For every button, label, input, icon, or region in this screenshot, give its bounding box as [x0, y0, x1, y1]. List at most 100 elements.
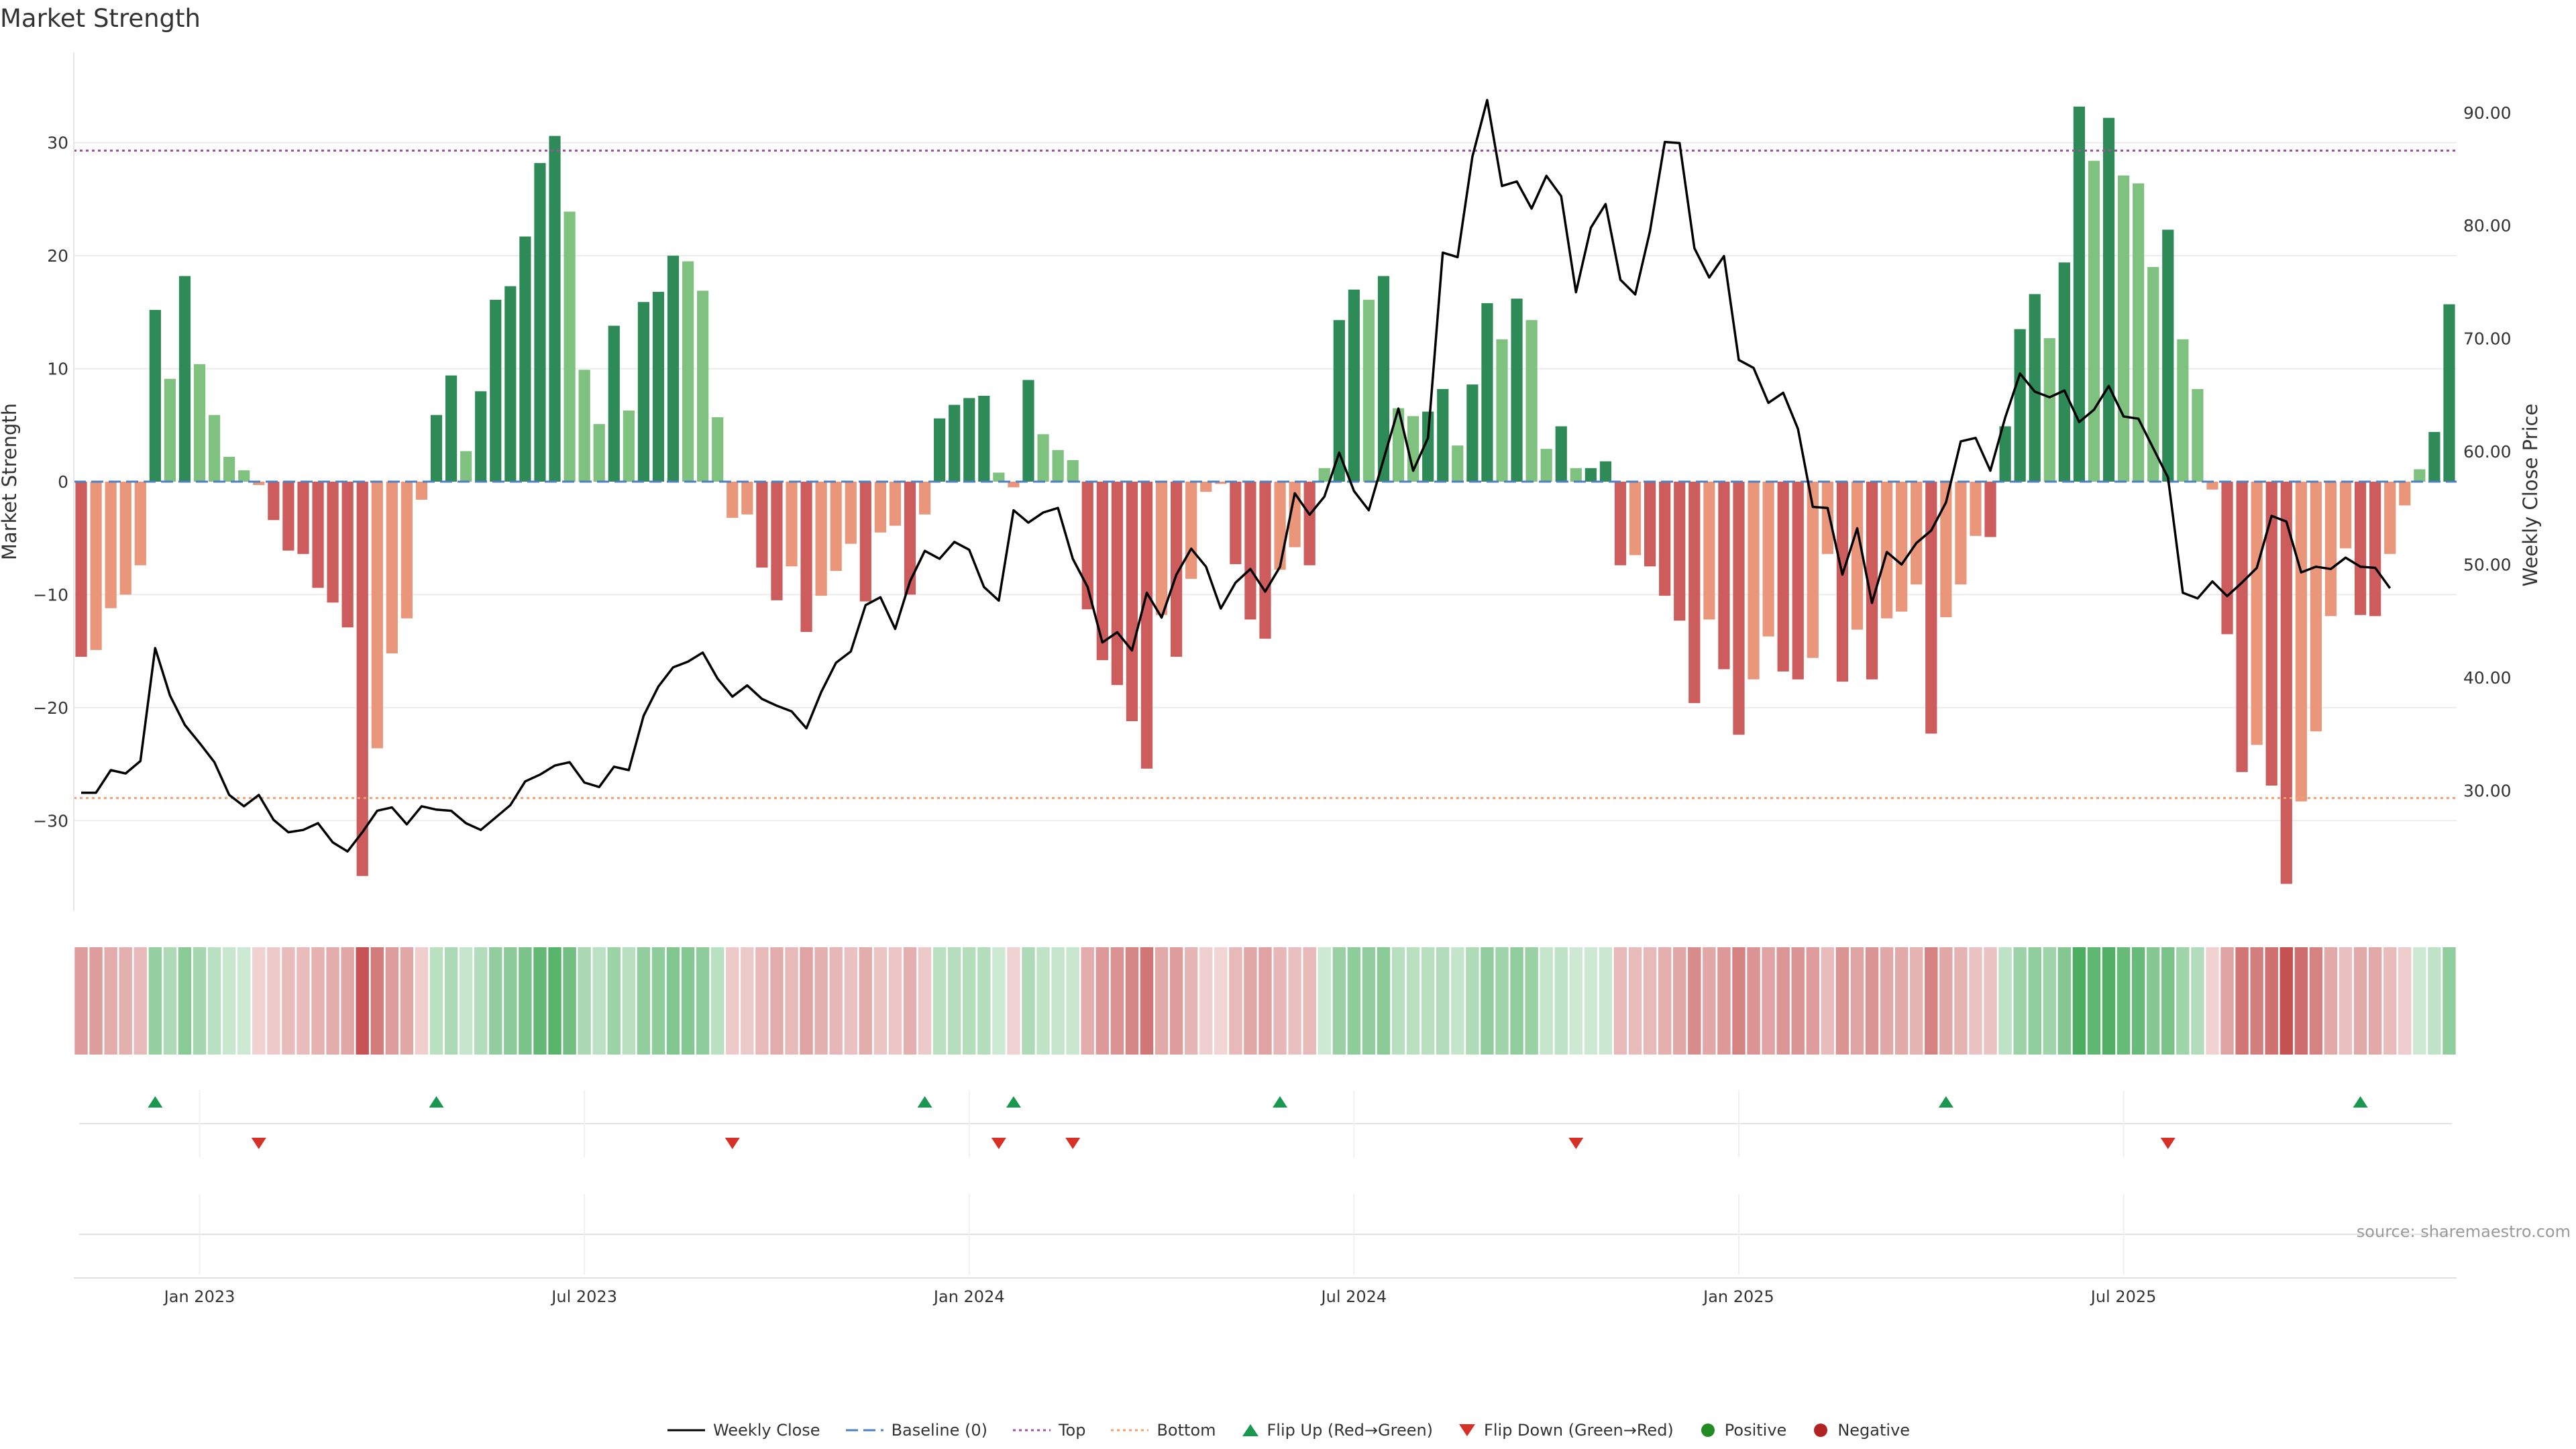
heatmap-cell [1169, 947, 1183, 1055]
strength-bar [1807, 482, 1819, 658]
heatmap-cell [297, 947, 310, 1055]
strength-bar [1348, 289, 1360, 482]
heatmap-cell [696, 947, 710, 1055]
heatmap-cell [2057, 947, 2072, 1055]
strength-bar [608, 325, 620, 482]
flip-down-marker [1065, 1138, 1081, 1149]
legend-negative-label: Negative [1837, 1421, 1911, 1440]
strength-bar [75, 482, 87, 657]
legend-negative: Negative [1811, 1421, 1910, 1440]
strength-bar [1362, 299, 1375, 482]
y-right-tick-label: 60.00 [2463, 442, 2512, 462]
strength-bar [1215, 482, 1227, 484]
strength-bar [1911, 482, 1923, 585]
strength-bar [934, 418, 946, 482]
heatmap-cell [489, 947, 502, 1055]
strength-bar [490, 299, 502, 482]
heatmap-cell [992, 947, 1006, 1055]
heatmap-cell [504, 947, 517, 1055]
heatmap-cell [1584, 947, 1598, 1055]
heatmap-cell [829, 947, 843, 1055]
heatmap-cell [252, 947, 266, 1055]
heatmap-cell [2013, 947, 2027, 1055]
heatmap-cell [74, 947, 88, 1055]
heatmap-cell [681, 947, 695, 1055]
strength-bar [475, 391, 487, 482]
heatmap-cell [2072, 947, 2086, 1055]
strength-bar [1970, 482, 1982, 536]
y-right-tick-label: 80.00 [2463, 216, 2512, 235]
strength-bar [727, 482, 739, 518]
heatmap-cell [1984, 947, 1997, 1055]
strength-bar [771, 482, 783, 600]
strength-bar [2339, 482, 2352, 549]
heatmap-cell [2294, 947, 2308, 1055]
legend-top-label: Top [1058, 1421, 1086, 1440]
strength-bar [1392, 408, 1405, 482]
y-left-tick-label: 10 [47, 360, 68, 379]
heatmap-cell [2309, 947, 2323, 1055]
heatmap-cell [888, 947, 902, 1055]
heatmap-cell [563, 947, 576, 1055]
strength-bar [1792, 482, 1804, 680]
heatmap-cell [2102, 947, 2116, 1055]
strength-bar [1955, 482, 1967, 585]
y-left-tick-label: −30 [33, 811, 68, 830]
strength-bar [2206, 482, 2218, 490]
strength-bar [682, 261, 694, 482]
strength-bar [1555, 426, 1567, 482]
strength-bar [1111, 482, 1123, 686]
strength-bar [1171, 482, 1183, 657]
flip-markers-panel [79, 1090, 2452, 1275]
heatmap-cell [1969, 947, 1982, 1055]
heatmap-cell [193, 947, 207, 1055]
strength-bar [697, 290, 709, 482]
heatmap-cell [1540, 947, 1553, 1055]
strength-bar [1629, 482, 1642, 555]
strength-bar [564, 211, 576, 482]
source-note: source: sharemaestro.com [2356, 1222, 2571, 1241]
strength-bar [978, 396, 990, 482]
heatmap-cell [163, 947, 177, 1055]
heatmap-cell [444, 947, 458, 1055]
strength-bar [2295, 482, 2307, 802]
heatmap-cell [1939, 947, 1953, 1055]
heatmap-cell [459, 947, 473, 1055]
heatmap-cell [1332, 947, 1346, 1055]
strength-bar [949, 405, 961, 482]
strength-bar [1022, 380, 1034, 482]
strength-bar [2324, 482, 2337, 616]
strength-bar [1925, 482, 1937, 734]
strength-bar [889, 482, 902, 526]
strength-bar [637, 302, 649, 482]
strength-bar [1525, 320, 1538, 482]
heatmap-cell [1199, 947, 1213, 1055]
market-strength-chart: 30 20 10 0 −10 −20 −30 90.00 80.00 70.00 60.00 50.0… [0, 52, 2542, 1306]
heatmap-cell [2398, 947, 2412, 1055]
strength-bar [1644, 482, 1656, 567]
strength-bar [2399, 482, 2411, 506]
strength-bar [2310, 482, 2322, 732]
heatmap-cell [1273, 947, 1287, 1055]
heatmap-cell [726, 947, 739, 1055]
heatmap-cell [1717, 947, 1731, 1055]
heatmap-cell [1628, 947, 1642, 1055]
legend-weekly-close: Weekly Close [666, 1421, 820, 1440]
strength-bar [253, 482, 265, 486]
strength-bar [1052, 449, 1064, 482]
heatmap-cell [2250, 947, 2263, 1055]
flip-down-marker [251, 1138, 266, 1149]
strength-bar [238, 470, 250, 482]
heatmap-cell [1481, 947, 1494, 1055]
negative-dot-icon [1814, 1424, 1828, 1437]
strength-bar [1866, 482, 1878, 680]
heatmap-cell [859, 947, 873, 1055]
heatmap-cell [2191, 947, 2204, 1055]
strength-bar [1659, 482, 1671, 596]
heatmap-cell [963, 947, 976, 1055]
heatmap-cell [474, 947, 488, 1055]
flip-up-marker [429, 1096, 444, 1108]
heatmap-cell [1022, 947, 1035, 1055]
strength-bar [786, 482, 798, 567]
heatmap-cell [800, 947, 813, 1055]
